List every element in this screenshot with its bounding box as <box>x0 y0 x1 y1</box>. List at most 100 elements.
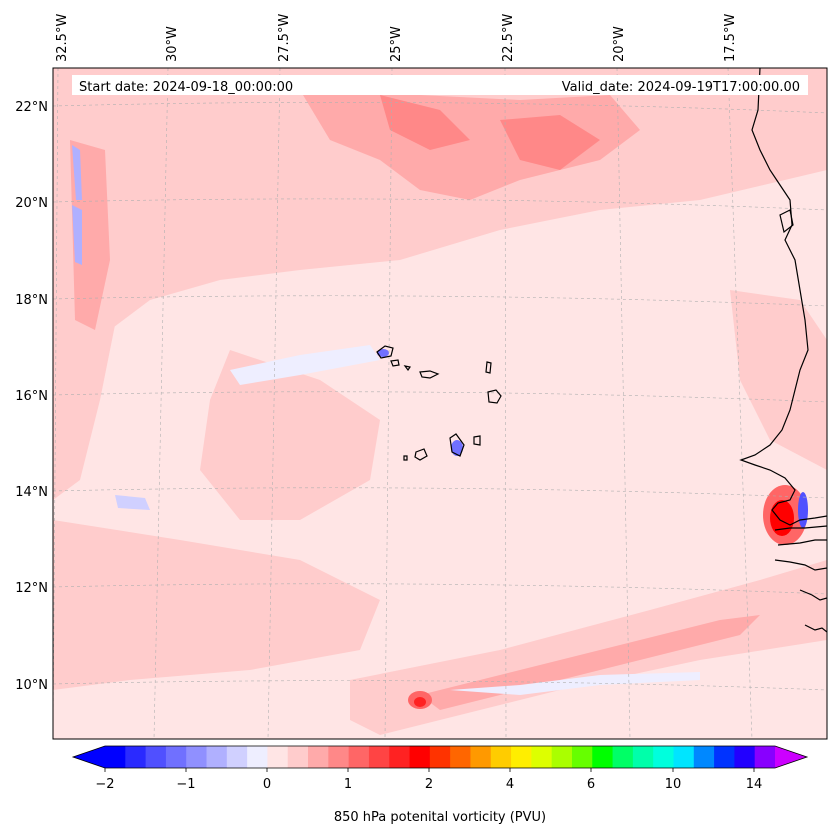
lon-label-30w: 30°W <box>165 26 180 62</box>
island-santa-luzia <box>403 365 411 372</box>
lon-label-20w: 20°W <box>612 26 627 62</box>
colorbar-tick-label: 2 <box>425 777 433 792</box>
lat-label-12n: 12°N <box>15 581 48 596</box>
colorbar-tick-label: 14 <box>746 777 763 792</box>
coastlines <box>739 68 827 633</box>
lat-label-14n: 14°N <box>15 485 48 500</box>
guinea-coast <box>804 624 827 633</box>
island-maio <box>473 435 481 446</box>
lat-label-16n: 16°N <box>15 389 48 404</box>
colorbar-tick-label: 6 <box>587 777 595 792</box>
meridian-20w <box>616 68 631 739</box>
colorbar-tick-labels: −2 −1 0 1 2 4 6 10 14 <box>95 777 762 792</box>
colorbar-cell <box>409 746 431 768</box>
parallel-22n <box>53 102 827 114</box>
african-coastline <box>739 68 827 526</box>
island-sao-nicolau <box>419 370 440 379</box>
colorbar-cell <box>267 746 289 768</box>
valid-date-label: Valid_date: 2024-09-19T17:00:00.00 <box>562 80 800 95</box>
meridian-32-5w <box>53 68 59 739</box>
lat-label-20n: 20°N <box>15 196 48 211</box>
colorbar-cell <box>754 746 776 768</box>
colorbar-cell <box>511 746 532 768</box>
bijagos-coast <box>799 589 827 601</box>
colorbar-cell <box>571 746 593 768</box>
pv-negative-santo-antao <box>377 349 389 357</box>
colorbar-cell <box>531 746 553 768</box>
parallel-18n <box>53 295 827 307</box>
pv-maximum-coastal-inner <box>770 500 794 536</box>
colorbar-cell <box>429 746 451 768</box>
island-fogo <box>414 448 428 461</box>
colorbar-tick-label: −1 <box>176 777 195 792</box>
senegal-gambia-border <box>774 525 827 531</box>
meridian-30w <box>153 68 169 739</box>
meridian-27-5w <box>267 68 281 739</box>
colorbar-cell <box>693 746 715 768</box>
island-brava <box>403 455 408 461</box>
lat-label-18n: 18°N <box>15 293 48 308</box>
island-sao-vicente <box>390 359 400 367</box>
pv-minimum-coastal <box>798 492 808 528</box>
colorbar-cell <box>186 746 208 768</box>
pv-region-central <box>200 350 380 520</box>
lon-label-22-5w: 22.5°W <box>501 14 516 62</box>
lon-label-27-5w: 27.5°W <box>277 14 292 62</box>
meridian-25w <box>384 68 393 739</box>
lon-label-32-5w: 32.5°W <box>55 14 70 62</box>
colorbar-cell <box>145 746 167 768</box>
vorticity-field <box>53 68 827 735</box>
island-boa-vista <box>487 389 502 404</box>
parallel-12n <box>53 583 827 595</box>
parallel-20n <box>53 198 827 211</box>
pv-negative-cape-verde <box>451 440 463 456</box>
colorbar-cell <box>734 746 756 768</box>
colorbar-tick-label: 4 <box>506 777 514 792</box>
colorbar-over-triangle <box>775 746 807 768</box>
pv-maximum-south-inner <box>414 697 426 707</box>
colorbar-cell <box>125 746 147 768</box>
pv-region-southwest <box>53 520 380 690</box>
colorbar-cell <box>368 746 390 768</box>
colorbar-cell <box>389 746 411 768</box>
lon-label-17-5w: 17.5°W <box>723 14 738 62</box>
lat-label-10n: 10°N <box>15 678 48 693</box>
parallel-14n <box>53 487 827 499</box>
island-santo-antao <box>376 345 394 359</box>
colorbar-tick-label: −2 <box>95 777 114 792</box>
colorbar-cell <box>612 746 634 768</box>
pv-negative-streak-2 <box>450 672 700 695</box>
colorbar-cell <box>673 746 695 768</box>
colorbar-cell <box>287 746 309 768</box>
parallel-16n <box>53 391 827 403</box>
pv-region-strong-1 <box>380 95 470 150</box>
map-panel: Start date: 2024-09-18_00:00:00 Valid_da… <box>53 68 827 739</box>
colorbar-title: 850 hPa potenital vorticity (PVU) <box>334 810 546 825</box>
pv-region-north-band <box>53 68 827 400</box>
colorbar-cell <box>653 746 674 768</box>
colorbar-cell <box>632 746 654 768</box>
colorbar-cell <box>328 746 350 768</box>
colorbar-cells <box>105 746 776 768</box>
pv-negative-streak-1 <box>230 345 380 385</box>
lon-label-25w: 25°W <box>389 26 404 62</box>
colorbar: −2 −1 0 1 2 4 6 10 14 850 hPa potenital … <box>71 745 809 825</box>
island-sal <box>485 361 492 374</box>
latitude-labels: 22°N 20°N 18°N 16°N 14°N 12°N 10°N <box>15 100 48 693</box>
lat-label-22n: 22°N <box>15 100 48 115</box>
pv-region-coastal-east <box>730 290 827 470</box>
colorbar-cell <box>470 746 492 768</box>
colorbar-cell <box>165 746 187 768</box>
meridian-17-5w <box>727 68 753 739</box>
start-date-label: Start date: 2024-09-18_00:00:00 <box>79 80 293 95</box>
longitude-labels: 32.5°W 30°W 27.5°W 25°W 22.5°W 20°W 17.5… <box>55 14 738 62</box>
map-frame <box>52 67 828 740</box>
cap-vert-detail <box>779 209 794 234</box>
colorbar-ticks <box>104 768 755 772</box>
colorbar-cell <box>490 746 512 768</box>
island-santiago <box>449 433 465 457</box>
guinea-bissau-coast <box>774 559 827 571</box>
colorbar-cell <box>226 746 248 768</box>
colorbar-tick-label: 1 <box>344 777 352 792</box>
date-label-box <box>72 75 808 95</box>
